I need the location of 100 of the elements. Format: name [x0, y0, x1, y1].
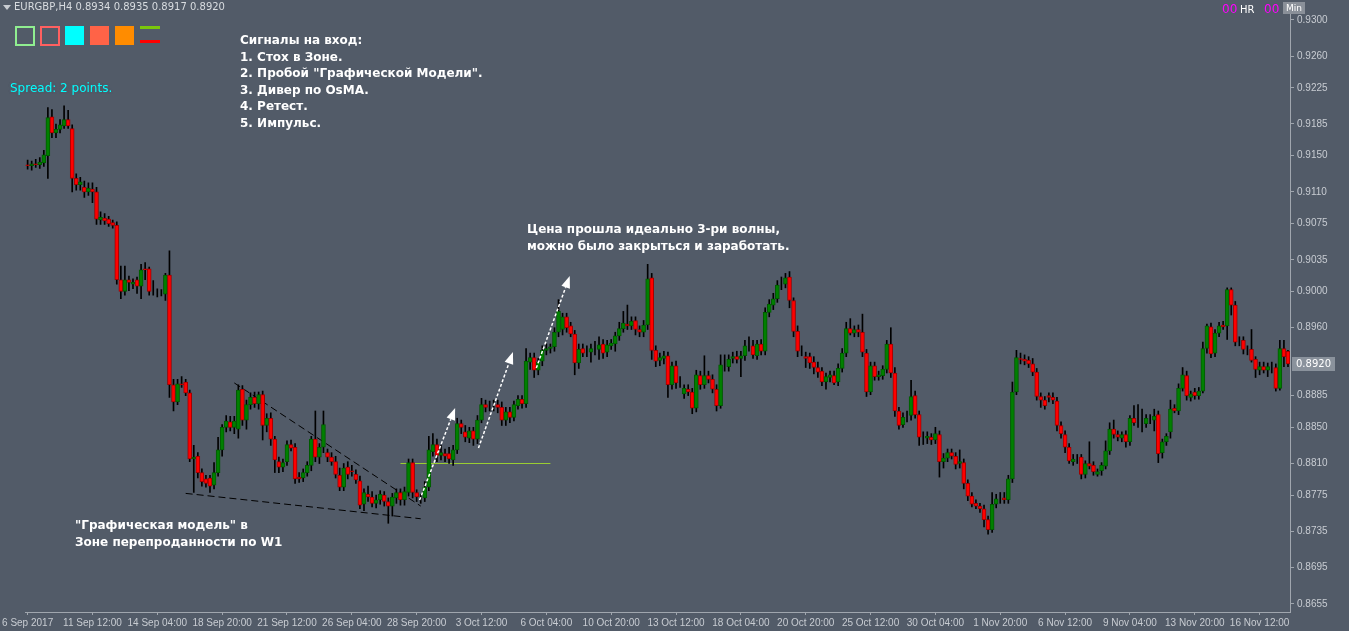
candlestick — [937, 430, 942, 478]
candlestick — [1151, 408, 1157, 432]
candlestick — [548, 343, 553, 354]
candlestick — [163, 273, 168, 301]
x-tick-label: 6 Nov 12:00 — [1038, 616, 1093, 628]
candlestick — [1095, 468, 1100, 477]
candlestick — [860, 313, 865, 358]
candlestick — [321, 410, 326, 453]
x-tick-label: 20 Oct 20:00 — [777, 616, 835, 628]
candlestick — [1030, 358, 1035, 377]
candlestick — [864, 349, 869, 397]
candlestick — [410, 458, 415, 499]
annotation: 00 — [1222, 1, 1238, 18]
candlestick — [1176, 383, 1181, 415]
x-tick-label: 14 Sep 04:00 — [127, 616, 188, 628]
annotation: HR — [1240, 3, 1255, 17]
candlestick — [240, 385, 245, 426]
candlestick — [82, 180, 87, 198]
candlestick — [1184, 370, 1189, 401]
x-tick-label: 13 Oct 12:00 — [647, 616, 706, 628]
candlestick — [479, 397, 484, 424]
candlestick — [1261, 361, 1266, 374]
x-tick-label: 25 Oct 12:00 — [841, 616, 900, 628]
x-tick-label: 1 Nov 20:00 — [973, 616, 1028, 628]
candlestick — [1107, 422, 1112, 455]
candlestick — [552, 327, 557, 352]
y-tick-label: 0.8885 — [1297, 389, 1329, 401]
y-tick-label: 0.9110 — [1297, 185, 1328, 197]
candlestick — [86, 182, 91, 196]
candlestick — [1010, 381, 1015, 483]
y-tick-label: 0.9075 — [1297, 217, 1329, 229]
candlestick — [94, 187, 99, 225]
candlestick — [394, 488, 399, 504]
y-tick-label: 0.8810 — [1297, 457, 1329, 469]
candlestick — [471, 426, 476, 446]
candlestick — [641, 320, 646, 338]
x-tick-label: 11 Sep 12:00 — [63, 616, 123, 628]
candlestick — [933, 426, 938, 444]
candlestick — [645, 263, 650, 330]
candlestick — [710, 374, 715, 394]
candlestick — [629, 316, 634, 330]
candlestick — [852, 325, 857, 338]
candlestick — [1091, 461, 1096, 476]
annotation: Min — [1283, 2, 1305, 14]
candlestick — [183, 378, 188, 396]
candlestick — [1180, 367, 1185, 392]
x-tick-label: 10 Oct 20:00 — [582, 616, 641, 628]
x-tick-label: 26 Sep 04:00 — [322, 616, 383, 628]
candlestick — [25, 159, 30, 170]
x-tick-label: 18 Sep 20:00 — [192, 616, 253, 628]
candlestick — [1164, 433, 1169, 446]
annotation: Spread: 2 points. — [10, 80, 113, 97]
y-tick-label: 0.8960 — [1297, 321, 1329, 333]
candlestick — [1160, 438, 1165, 459]
candlestick — [868, 361, 873, 396]
candlestick — [783, 273, 788, 289]
x-tick-label: 28 Sep 20:00 — [386, 616, 447, 628]
y-tick-label: 0.9260 — [1297, 49, 1329, 61]
x-tick-label: 18 Oct 04:00 — [712, 616, 770, 628]
candlestick — [718, 354, 723, 409]
candlestick — [787, 271, 792, 309]
candlestick — [949, 448, 954, 460]
candlestick — [179, 376, 184, 388]
candlestick — [945, 448, 950, 463]
candlestick — [872, 361, 877, 381]
candlestick — [414, 489, 419, 502]
chart-title: EURGBP,H4 0.8934 0.8935 0.8917 0.8920 — [14, 1, 225, 12]
candlestick — [706, 370, 711, 384]
candlestick — [621, 311, 626, 333]
candlestick — [333, 455, 338, 479]
candlestick — [171, 378, 176, 412]
candlestick — [1001, 492, 1007, 504]
y-tick-label: 0.9225 — [1297, 81, 1329, 93]
candlestick — [714, 384, 719, 412]
x-tick-label: 3 Oct 12:00 — [455, 616, 508, 628]
x-tick-label: 21 Sep 12:00 — [257, 616, 318, 628]
candlestick — [1241, 336, 1246, 355]
y-tick-label: 0.9300 — [1297, 13, 1329, 25]
candlestick — [244, 399, 249, 430]
candlestick — [398, 488, 403, 506]
candlestick — [106, 216, 111, 227]
candlestick — [775, 280, 780, 303]
candlestick — [337, 467, 342, 492]
candlestick — [1083, 460, 1088, 479]
candlestick — [637, 325, 642, 338]
candlestick — [1022, 354, 1027, 366]
candlestick — [475, 415, 480, 444]
annotation: 0.8920 — [1292, 356, 1335, 371]
candlestick — [1014, 350, 1019, 396]
candlestick — [406, 458, 411, 497]
candlestick — [256, 391, 261, 410]
candlestick — [175, 378, 180, 405]
y-tick-label: 0.9185 — [1297, 117, 1329, 129]
candlestick — [941, 453, 946, 469]
annotation: 00 — [1264, 1, 1280, 18]
annotation: "Графическая модель" в Зоне перепроданности по W1 — [75, 517, 283, 550]
candlestick — [1257, 361, 1262, 376]
y-tick-label: 0.8655 — [1297, 597, 1329, 609]
x-tick-label: 6 Oct 04:00 — [520, 616, 573, 628]
annotation: Цена прошла идеально 3-ри волны, можно было закрыться и заработать. — [527, 221, 790, 254]
